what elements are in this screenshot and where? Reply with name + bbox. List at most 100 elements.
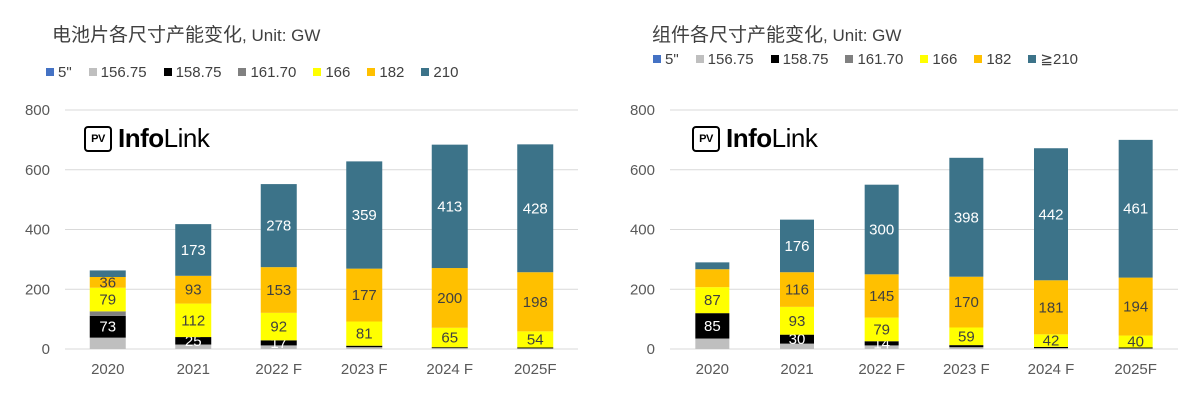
data-label: 93 xyxy=(185,282,202,299)
data-label: 194 xyxy=(1123,299,1148,316)
y-tick-label: 200 xyxy=(630,281,655,298)
x-tick-label: 2022 F xyxy=(858,361,905,378)
bar-segment xyxy=(780,272,814,307)
legend-label: 166 xyxy=(325,64,351,81)
x-tick-label: 2025F xyxy=(514,361,557,378)
bar-segment xyxy=(517,331,554,348)
legend-item: 5" xyxy=(46,64,72,81)
bar-segment xyxy=(260,345,297,349)
legend-label: 182 xyxy=(986,51,1012,68)
module-capacity-panel: 组件各尺寸产能变化, Unit: GW 5" 156.75 158.75 161.70… xyxy=(600,0,1200,402)
data-label: 153 xyxy=(266,282,291,299)
y-tick-label: 0 xyxy=(647,341,655,358)
legend-label: 5" xyxy=(665,51,679,68)
legend-item: 166 xyxy=(920,51,957,68)
data-label: 30 xyxy=(789,331,806,348)
bar-segment xyxy=(695,313,730,339)
data-label: 442 xyxy=(1038,206,1063,223)
bar-segment xyxy=(346,268,383,322)
data-label: 65 xyxy=(441,329,458,346)
x-tick-label: 2020 xyxy=(91,361,124,378)
legend-swatch xyxy=(770,55,779,63)
cell-capacity-panel: 电池片各尺寸产能变化, Unit: GW 5" 156.75 158.75 161.7… xyxy=(25,25,578,378)
legend-label: 158.75 xyxy=(782,51,829,68)
bar-segment xyxy=(89,311,126,316)
infolink-logo: PV InfoLink xyxy=(84,123,210,154)
bar-segment xyxy=(695,338,730,349)
bar-segment xyxy=(1034,334,1068,347)
x-tick-label: 2024 F xyxy=(1028,361,1075,378)
pv-logo-icon: PV xyxy=(692,125,720,152)
data-label: 428 xyxy=(523,200,548,217)
bar-segment xyxy=(431,268,468,328)
bar-segment xyxy=(260,184,297,268)
legend-label: 161.70 xyxy=(857,51,904,68)
bar-segment xyxy=(864,345,899,349)
bar-segment xyxy=(949,345,984,348)
legend-item: 158.75 xyxy=(770,51,829,68)
bar-segment xyxy=(949,157,984,277)
bar-segment xyxy=(89,287,126,312)
x-tick-label: 2023 F xyxy=(943,361,990,378)
x-tick-label: 2020 xyxy=(696,361,729,378)
bar-segment xyxy=(260,340,297,346)
legend-item: 182 xyxy=(974,51,1011,68)
data-label: 79 xyxy=(99,292,116,309)
chart-legend: 5" 156.75 158.75 161.70 166 182 ≧210 xyxy=(653,50,1095,68)
bar-segment xyxy=(175,344,212,349)
legend-swatch xyxy=(920,55,929,63)
bar-segment xyxy=(175,337,212,345)
legend-item: 156.75 xyxy=(695,51,754,68)
legend-label: 156.75 xyxy=(707,51,754,68)
bar-segment xyxy=(431,347,468,349)
infolink-logo: PV InfoLink xyxy=(692,123,818,154)
data-label: 413 xyxy=(437,198,462,215)
bar-segment xyxy=(517,347,554,349)
data-label: 40 xyxy=(1127,334,1144,351)
chart-legend: 5" 156.75 158.75 161.70 166 182 210 xyxy=(46,64,475,81)
bar-segment xyxy=(346,345,383,348)
data-label: 398 xyxy=(954,209,979,226)
bar-segment xyxy=(780,334,814,344)
legend-item: 210 xyxy=(421,64,458,81)
bar-segment xyxy=(175,275,212,304)
legend-item: 166 xyxy=(313,64,350,81)
x-tick-label: 2021 xyxy=(780,361,813,378)
cell-capacity-chart: 0200400600800737936202025112931732021179… xyxy=(25,102,578,378)
legend-item: 158.75 xyxy=(163,64,221,81)
bar-segment xyxy=(89,270,126,278)
legend-swatch xyxy=(695,55,704,63)
legend-label: ≧210 xyxy=(1040,51,1079,68)
x-tick-label: 2022 F xyxy=(255,361,302,378)
bar-segment xyxy=(1034,346,1068,349)
bar-segment xyxy=(864,341,899,346)
bar-segment xyxy=(175,224,212,276)
bar-segment xyxy=(1034,148,1068,281)
bar-segment xyxy=(1034,280,1068,335)
data-label: 176 xyxy=(784,238,809,255)
data-label: 79 xyxy=(873,321,890,338)
x-tick-label: 2023 F xyxy=(341,361,388,378)
legend-item: 161.70 xyxy=(238,64,296,81)
bar-segment xyxy=(517,144,554,273)
data-label: 177 xyxy=(352,287,377,304)
data-label: 198 xyxy=(523,294,548,311)
y-tick-label: 600 xyxy=(25,162,50,179)
bar-segment xyxy=(695,262,730,270)
data-label: 87 xyxy=(704,292,721,309)
pv-logo-icon: PV xyxy=(84,125,112,152)
bar-segment xyxy=(1034,348,1068,349)
bar-segment xyxy=(1118,139,1153,278)
data-label: 116 xyxy=(785,282,809,299)
bar-segment xyxy=(695,269,730,288)
module-capacity-chart: 0200400600800858720203093116176202114791… xyxy=(630,102,1178,378)
data-label: 200 xyxy=(437,290,462,307)
bar-segment xyxy=(431,327,468,348)
bar-segment xyxy=(780,219,814,273)
bar-segment xyxy=(431,348,468,349)
legend-swatch xyxy=(1028,55,1037,63)
bar-segment xyxy=(89,337,126,349)
y-tick-label: 600 xyxy=(630,162,655,179)
bar-segment xyxy=(260,267,297,313)
data-label: 181 xyxy=(1038,299,1063,316)
